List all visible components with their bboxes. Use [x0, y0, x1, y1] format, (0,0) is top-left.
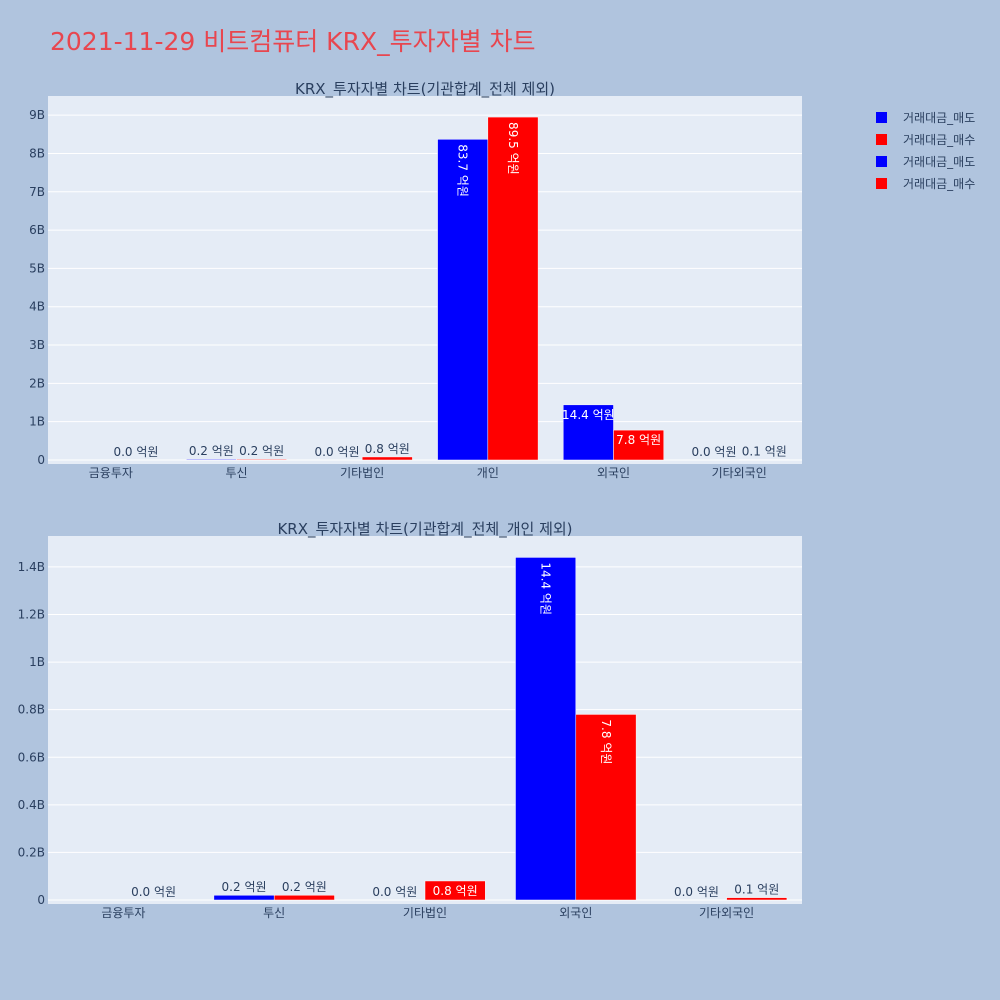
data-label: 83.7 억원 — [456, 144, 470, 197]
data-label: 0.2 억원 — [282, 880, 327, 894]
legend-item[interactable]: 거래대금_매수 — [876, 172, 975, 194]
bar — [361, 456, 413, 461]
data-label: 7.8 억원 — [599, 719, 613, 764]
y-tick-label: 2B — [29, 376, 45, 390]
y-tick-label: 1.4B — [18, 560, 45, 574]
y-tick-label: 1.2B — [18, 608, 45, 622]
y-tick-label: 0 — [37, 453, 45, 467]
x-tick-label: 외국인 — [559, 906, 592, 920]
x-tick-label: 외국인 — [597, 466, 630, 480]
data-label: 0.0 억원 — [372, 885, 417, 899]
y-tick-label: 1B — [29, 655, 45, 669]
data-label: 0.0 억원 — [315, 445, 360, 459]
data-label: 0.8 억원 — [365, 442, 410, 456]
legend-swatch — [876, 155, 887, 167]
bar — [613, 429, 665, 461]
y-tick-label: 0 — [37, 893, 45, 907]
chart-title: KRX_투자자별 차트(기관합계_전체 제외) — [295, 80, 555, 99]
data-label: 0.0 억원 — [674, 885, 719, 899]
data-label: 0.1 억원 — [734, 883, 779, 897]
legend-swatch — [876, 177, 887, 189]
data-label: 0.0 억원 — [692, 445, 737, 459]
y-tick-label: 0.2B — [18, 845, 45, 859]
x-tick-label: 기타외국인 — [699, 906, 754, 920]
legend-label: 거래대금_매도 — [903, 110, 976, 125]
bar — [213, 894, 275, 901]
legend: 거래대금_매도 거래대금_매수 거래대금_매도 거래대금_매수 — [876, 106, 975, 194]
chart-1: 0 1B 2B 3B 4B 5B 6B 7B 8B 9B KRX_투자자별 차트(기관합계_전체 제… — [29, 80, 802, 480]
x-tick-label: 투신 — [263, 906, 285, 920]
y-tick-label: 4B — [29, 300, 45, 314]
legend-item[interactable]: 거래대금_매수 — [876, 128, 975, 150]
data-label: 0.2 억원 — [222, 880, 267, 894]
y-tick-label: 9B — [29, 108, 45, 122]
data-label: 0.2 억원 — [189, 444, 234, 458]
y-tick-label: 7B — [29, 185, 45, 199]
y-tick-label: 3B — [29, 338, 45, 352]
plot-area — [48, 536, 802, 904]
bar — [424, 880, 486, 901]
data-label: 0.0 억원 — [131, 885, 176, 899]
bar — [185, 458, 237, 461]
chart-2: 0 0.2B 0.4B 0.6B 0.8B 1B 1.2B 1.4B KRX_투자자별 차트(기… — [18, 520, 802, 920]
x-tick-label: 금융투자 — [89, 466, 133, 480]
legend-label: 거래대금_매수 — [903, 132, 976, 147]
legend-item[interactable]: 거래대금_매도 — [876, 106, 975, 128]
y-tick-label: 5B — [29, 261, 45, 275]
plot-area — [48, 96, 802, 464]
data-label: 0.8 억원 — [433, 884, 478, 898]
y-tick-label: 0.6B — [18, 750, 45, 764]
y-tick-label: 1B — [29, 415, 45, 429]
x-tick-label: 기타법인 — [340, 466, 384, 480]
data-label: 14.4 억원 — [562, 408, 615, 422]
bar — [273, 894, 335, 901]
bar — [487, 116, 539, 461]
y-tick-label: 8B — [29, 146, 45, 160]
bar — [575, 714, 637, 901]
bar — [726, 897, 788, 901]
chart-title: KRX_투자자별 차트(기관합계_전체_개인 제외) — [277, 520, 572, 539]
x-tick-label: 투신 — [225, 466, 247, 480]
y-tick-label: 0.4B — [18, 798, 45, 812]
data-label: 14.4 억원 — [539, 562, 553, 615]
data-label: 89.5 억원 — [506, 122, 520, 175]
x-tick-label: 금융투자 — [101, 906, 145, 920]
legend-swatch — [876, 133, 887, 145]
x-tick-label: 개인 — [477, 466, 499, 480]
bar — [236, 458, 288, 461]
bar — [562, 404, 614, 461]
data-label: 0.2 억원 — [239, 444, 284, 458]
data-label: 0.0 억원 — [113, 445, 158, 459]
y-tick-label: 6B — [29, 223, 45, 237]
legend-item[interactable]: 거래대금_매도 — [876, 150, 975, 172]
page-title: 2021-11-29 비트컴퓨터 KRX_투자자별 차트 — [50, 27, 536, 56]
x-tick-label: 기타외국인 — [712, 466, 767, 480]
data-label: 7.8 억원 — [616, 433, 661, 447]
legend-label: 거래대금_매도 — [903, 154, 976, 169]
y-tick-label: 0.8B — [18, 703, 45, 717]
legend-label: 거래대금_매수 — [903, 176, 976, 191]
x-tick-label: 기타법인 — [403, 906, 447, 920]
data-label: 0.1 억원 — [742, 445, 787, 459]
legend-swatch — [876, 111, 887, 123]
bar — [437, 139, 489, 461]
